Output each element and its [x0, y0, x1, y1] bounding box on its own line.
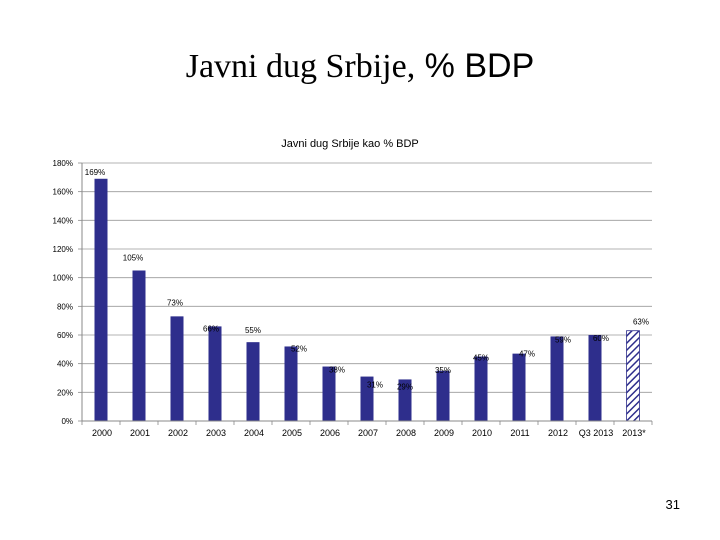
data-label: 105% — [123, 254, 143, 263]
bar — [588, 335, 602, 421]
data-label: 47% — [519, 350, 535, 359]
y-tick-label: 20% — [57, 388, 73, 397]
bar — [322, 366, 336, 421]
x-tick-label: 2001 — [130, 428, 150, 438]
x-tick-label: 2010 — [472, 428, 492, 438]
x-tick-label: 2011 — [510, 428, 529, 438]
x-tick-label: 2004 — [244, 428, 264, 438]
x-tick-label: 2003 — [206, 428, 226, 438]
x-tick-label: 2007 — [358, 428, 378, 438]
x-tick-label: 2013* — [622, 428, 646, 438]
page-number: 31 — [665, 497, 680, 512]
chart-data-labels: 169% 105% 73% 66% 55% 52% 38% 31% 29% 35% 45% 47% 59… — [85, 168, 649, 392]
x-tick-label: Q3 2013 — [579, 428, 614, 438]
chart-gridlines — [82, 162, 652, 393]
bar — [170, 316, 184, 421]
slide-title-unit: % BDP — [424, 47, 535, 85]
data-label: 73% — [167, 298, 183, 307]
x-tick-label: 2005 — [282, 428, 302, 438]
bar — [246, 342, 260, 421]
data-label: 63% — [633, 318, 649, 327]
x-tick-label: 2009 — [434, 428, 454, 438]
data-label: 169% — [85, 168, 105, 177]
slide-title: Javni dug Srbije, % BDP — [0, 44, 720, 89]
bar — [360, 376, 374, 421]
y-tick-label: 60% — [57, 331, 73, 340]
x-tick-label: 2000 — [92, 428, 112, 438]
data-label: 38% — [329, 366, 345, 375]
chart-tick-labels: 0% 20% 40% 60% 80% 100% 120% 140% 160% 180% 2000 20… — [53, 159, 647, 438]
chart-bars — [94, 178, 640, 422]
bar — [132, 270, 146, 421]
x-tick-label: 2012 — [548, 428, 568, 438]
bar — [474, 356, 488, 421]
x-tick-label: 2002 — [168, 428, 188, 438]
bar — [398, 379, 412, 421]
data-label: 60% — [593, 334, 609, 343]
bar — [436, 370, 450, 421]
bar — [284, 346, 298, 421]
chart-axes — [78, 162, 653, 425]
data-label: 59% — [555, 335, 571, 344]
data-label: 55% — [245, 326, 261, 335]
y-tick-label: 140% — [53, 216, 73, 225]
x-tick-label: 2006 — [320, 428, 340, 438]
y-tick-label: 120% — [53, 245, 73, 254]
chart-title: Javni dug Srbije kao % BDP — [281, 138, 419, 150]
bar — [94, 178, 108, 421]
bar — [208, 326, 222, 421]
bar — [550, 336, 564, 421]
y-tick-label: 40% — [57, 360, 73, 369]
data-label: 52% — [291, 344, 307, 353]
x-tick-label: 2008 — [396, 428, 416, 438]
y-tick-label: 180% — [53, 159, 73, 168]
data-label: 35% — [435, 366, 451, 375]
bar-projected — [626, 330, 640, 422]
y-tick-label: 160% — [53, 188, 73, 197]
data-label: 45% — [473, 354, 489, 363]
y-tick-label: 100% — [53, 274, 73, 283]
slide-title-text: Javni dug Srbije, — [185, 48, 416, 85]
data-label: 31% — [367, 381, 383, 390]
y-tick-label: 80% — [57, 302, 73, 311]
y-tick-label: 0% — [61, 417, 73, 426]
data-label: 66% — [203, 324, 219, 333]
data-label: 29% — [397, 382, 413, 391]
bar — [512, 353, 526, 421]
